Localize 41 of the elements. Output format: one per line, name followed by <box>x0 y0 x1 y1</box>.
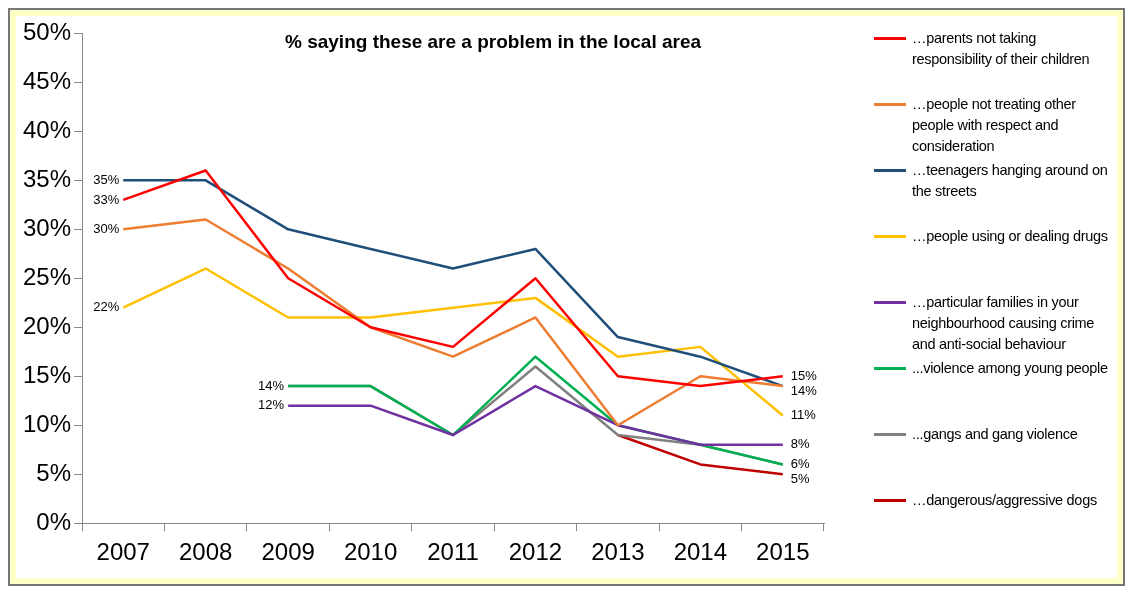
y-tick-label: 20% <box>22 311 72 339</box>
x-tick-label: 2013 <box>591 538 645 566</box>
data-label: 6% <box>790 456 811 471</box>
legend-label: …parents not taking responsibility of their children <box>912 29 1091 69</box>
legend-label: ...gangs and gang violence <box>912 425 1078 444</box>
y-tick-label: 5% <box>36 458 72 486</box>
y-tick-label: 0% <box>36 507 72 535</box>
x-tick-label: 2007 <box>96 538 150 566</box>
data-label: 5% <box>790 471 811 486</box>
y-tick-label: 15% <box>22 360 72 388</box>
y-tick-label: 40% <box>22 115 72 143</box>
data-label: 11% <box>790 407 817 423</box>
legend-label: …dangerous/aggressive dogs <box>912 491 1097 510</box>
y-tick-label: 25% <box>22 262 72 290</box>
data-label: 14% <box>258 377 285 393</box>
legend-label: …people using or dealing drugs <box>912 227 1108 246</box>
data-label: 33% <box>93 191 120 207</box>
y-tick-label: 30% <box>22 213 72 241</box>
x-tick-label: 2012 <box>508 538 563 566</box>
legend-label: …particular families in your neighbourhood causing crime and anti-social behaviour <box>912 293 1096 354</box>
data-label: 15% <box>790 367 818 383</box>
chart-title: % saying these are a problem in the local area <box>284 31 702 53</box>
x-tick-label: 2015 <box>756 538 810 566</box>
data-label: 12% <box>258 397 285 413</box>
x-tick-label: 2008 <box>179 538 233 566</box>
x-tick-label: 2010 <box>343 538 398 566</box>
y-tick-label: 50% <box>22 18 72 46</box>
legend-label: ...violence among young people <box>912 359 1108 378</box>
data-label: 35% <box>93 171 120 187</box>
y-tick-label: 35% <box>22 164 72 192</box>
legend-label: …people not treating other people with respect and consideration <box>912 95 1077 156</box>
x-tick-label: 2014 <box>673 538 728 566</box>
x-tick-label: 2009 <box>261 538 315 566</box>
data-label: 8% <box>790 436 811 452</box>
y-tick-label: 10% <box>22 409 72 437</box>
x-tick-label: 2011 <box>427 538 479 566</box>
data-label: 14% <box>790 382 818 398</box>
data-label: 22% <box>93 299 120 315</box>
data-label: 30% <box>93 220 120 236</box>
legend-label: …teenagers hanging around on the streets <box>912 161 1109 201</box>
y-tick-label: 45% <box>22 67 72 94</box>
